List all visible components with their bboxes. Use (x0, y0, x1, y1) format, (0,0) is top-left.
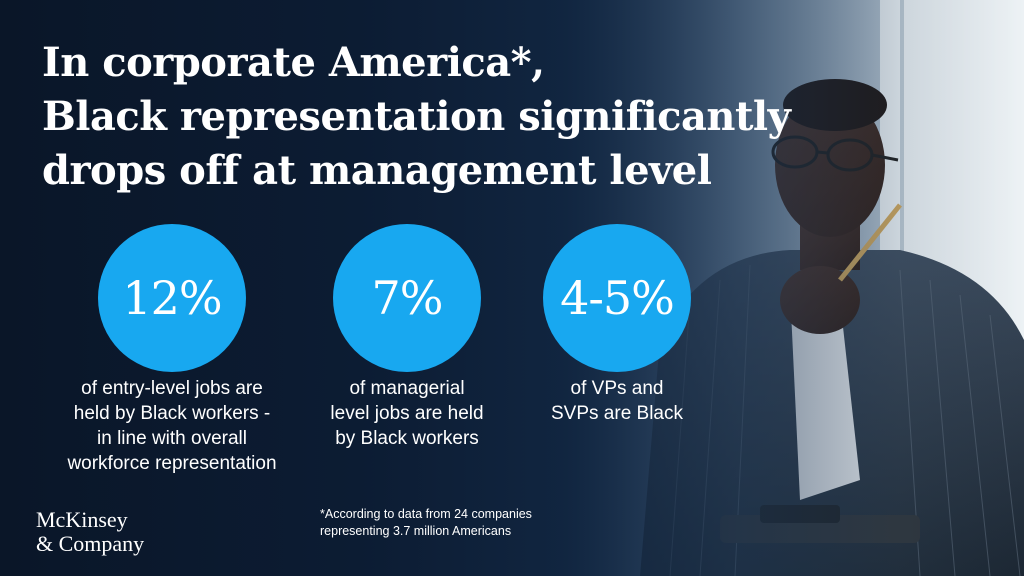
caption-line: of entry-level jobs are (81, 378, 263, 399)
caption-line: held by Black workers - (73, 403, 271, 424)
stat-value-entry-level: 12% (122, 271, 222, 325)
stat-circle-managerial: 7% (333, 224, 481, 372)
footnote: *According to data from 24 companies rep… (320, 506, 532, 540)
stat-caption-entry-level: of entry-level jobs are held by Black wo… (52, 376, 292, 476)
footnote-line-1: *According to data from 24 companies (320, 507, 532, 521)
logo-line-1: McKinsey (36, 507, 128, 532)
caption-line: workforce representation (67, 453, 277, 474)
headline: In corporate America*, Black representat… (42, 36, 791, 198)
stat-value-vps: 4-5% (560, 271, 675, 325)
stat-circle-entry-level: 12% (98, 224, 246, 372)
logo-line-2: & Company (36, 531, 145, 556)
stat-caption-vps: of VPs and SVPs are Black (527, 376, 707, 426)
headline-line-2: Black representation significantly (42, 93, 791, 140)
headline-line-1: In corporate America*, (42, 39, 545, 86)
headline-line-3: drops off at management level (42, 147, 712, 194)
caption-line: of VPs and (570, 378, 664, 399)
mckinsey-logo: McKinsey & Company (36, 508, 144, 556)
caption-line: SVPs are Black (551, 403, 683, 424)
footnote-line-2: representing 3.7 million Americans (320, 524, 512, 538)
caption-line: by Black workers (335, 428, 479, 449)
caption-line: in line with overall (97, 428, 247, 449)
caption-line: level jobs are held (330, 403, 484, 424)
stat-caption-managerial: of managerial level jobs are held by Bla… (307, 376, 507, 451)
stat-circle-vps: 4-5% (543, 224, 691, 372)
caption-line: of managerial (349, 378, 465, 399)
stat-value-managerial: 7% (371, 271, 444, 325)
